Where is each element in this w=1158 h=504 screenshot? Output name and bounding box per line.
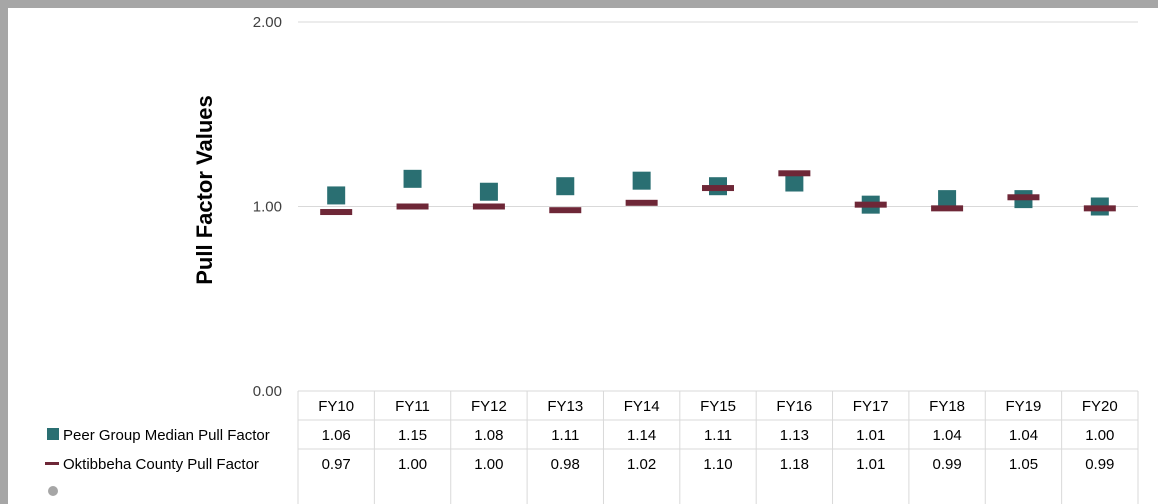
county-marker (396, 203, 429, 210)
legend-key-dash (45, 462, 59, 465)
category-label: FY12 (471, 398, 507, 415)
data-cell: 0.99 (932, 456, 961, 473)
data-cell: 0.97 (322, 456, 351, 473)
y-axis-ticks: 0.00 1.00 2.00 (253, 14, 282, 400)
peer-marker (938, 190, 957, 209)
data-cell: 1.11 (704, 427, 732, 444)
legend-label: Peer Group Median Pull Factor (63, 427, 270, 444)
county-marker (549, 207, 582, 214)
county-marker (931, 205, 964, 212)
county-marker (778, 170, 811, 177)
y-tick-label: 1.00 (253, 199, 282, 216)
peer-marker (556, 177, 575, 196)
data-cell: 1.14 (627, 427, 656, 444)
category-label: FY14 (624, 398, 660, 415)
data-cell: 1.11 (551, 427, 579, 444)
data-cell: 1.15 (398, 427, 427, 444)
data-table: FY10 FY11 FY12 FY13 FY14 FY15 FY16 FY17 FY18 FY19… (45, 390, 1139, 504)
y-axis-label: Pull Factor Values (192, 95, 217, 285)
legend-key-circle (48, 486, 58, 496)
category-label: FY15 (700, 398, 736, 415)
category-label: FY13 (547, 398, 583, 415)
peer-marker (403, 169, 422, 188)
data-cell: 1.00 (474, 456, 503, 473)
data-cell: 1.00 (398, 456, 427, 473)
category-label: FY10 (318, 398, 354, 415)
county-marker (472, 203, 505, 210)
peer-marker (327, 186, 346, 205)
category-label: FY17 (853, 398, 889, 415)
legend-label: Oktibbeha County Pull Factor (63, 456, 259, 473)
category-label: FY11 (395, 398, 430, 415)
data-cell: 1.10 (703, 456, 732, 473)
peer-marker (785, 173, 804, 192)
county-marker (854, 201, 887, 208)
data-cell: 1.04 (932, 427, 961, 444)
legend-key-square (47, 428, 59, 440)
county-marker (625, 199, 658, 206)
data-cell: 0.98 (551, 456, 580, 473)
peer-marker (479, 182, 498, 201)
category-label: FY18 (929, 398, 965, 415)
data-cell: 1.00 (1085, 427, 1114, 444)
category-label: FY19 (1006, 398, 1042, 415)
data-marks (320, 169, 1116, 216)
data-cell: 1.04 (1009, 427, 1038, 444)
county-marker (1083, 205, 1116, 212)
y-tick-label: 2.00 (253, 14, 282, 31)
data-cell: 1.06 (322, 427, 351, 444)
county-marker (320, 209, 353, 216)
category-label: FY16 (776, 398, 812, 415)
y-tick-label: 0.00 (253, 383, 282, 400)
data-cell: 1.08 (474, 427, 503, 444)
data-cell: 1.18 (780, 456, 809, 473)
data-cell: 1.01 (856, 427, 885, 444)
data-cell: 1.13 (780, 427, 809, 444)
peer-marker (632, 171, 651, 190)
county-marker (1007, 194, 1040, 201)
data-cell: 1.02 (627, 456, 656, 473)
county-marker (702, 185, 734, 192)
data-cell: 1.05 (1009, 456, 1038, 473)
data-cell: 1.01 (856, 456, 885, 473)
category-label: FY20 (1082, 398, 1118, 415)
data-cell: 0.99 (1085, 456, 1114, 473)
